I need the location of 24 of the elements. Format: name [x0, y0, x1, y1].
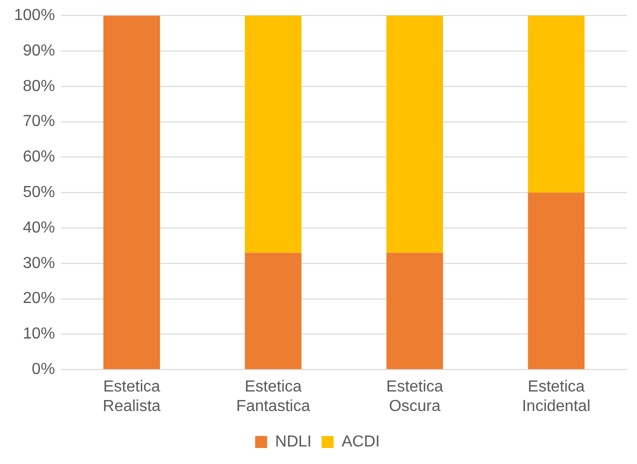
- bar: [386, 16, 444, 253]
- bar: [244, 252, 302, 370]
- x-tick-label: Estetica Realista: [102, 378, 161, 415]
- bar: [386, 252, 444, 370]
- bar: [528, 16, 585, 193]
- y-tick-label: 20%: [22, 290, 55, 308]
- y-tick-label: 50%: [22, 184, 55, 202]
- y-tick-label: 70%: [22, 113, 55, 130]
- y-tick-label: 90%: [22, 42, 55, 60]
- bar: [528, 192, 585, 370]
- legend-label: ACDI: [342, 433, 380, 450]
- y-tick-label: 60%: [22, 148, 55, 166]
- y-tick-label: 40%: [22, 219, 55, 236]
- x-tick-label: Estetica Incidental: [522, 378, 590, 415]
- y-tick-label: 10%: [22, 326, 55, 343]
- x-tick-label: Estetica Oscura: [386, 378, 444, 415]
- legend-label: NDLI: [275, 433, 312, 450]
- y-tick-label: 30%: [22, 254, 55, 272]
- y-tick-label: 100%: [14, 7, 55, 24]
- bar: [244, 16, 302, 253]
- y-tick-label: 0%: [32, 361, 55, 378]
- bar: [103, 16, 160, 370]
- y-tick-label: 80%: [22, 78, 55, 95]
- x-tick-label: Estetica Fantastica: [236, 378, 310, 415]
